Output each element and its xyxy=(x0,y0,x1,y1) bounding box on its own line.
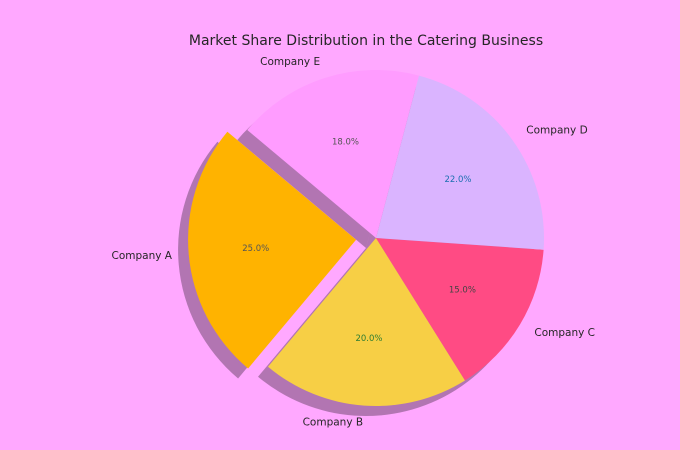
slice-company-b xyxy=(268,238,466,407)
pie-slices xyxy=(188,69,544,407)
slice-company-e xyxy=(247,69,419,238)
slice-company-c xyxy=(376,238,544,381)
slice-company-d xyxy=(376,75,544,250)
slice-labels: 25.0% Company A 20.0% Company B 15.0% Company… xyxy=(112,56,596,428)
pct-label-company-a: 25.0% xyxy=(242,244,269,254)
slice-company-a xyxy=(188,131,357,369)
slice-label-company-a: Company A xyxy=(112,250,173,262)
slice-label-company-d: Company D xyxy=(526,124,587,136)
slice-label-company-e: Company E xyxy=(260,56,320,68)
pct-label-company-d: 22.0% xyxy=(444,175,471,185)
pct-label-company-e: 18.0% xyxy=(332,137,359,147)
pct-label-company-c: 15.0% xyxy=(449,285,476,295)
slice-label-company-b: Company B xyxy=(303,416,364,428)
chart-title: Market Share Distribution in the Caterin… xyxy=(189,33,543,49)
pct-label-company-b: 20.0% xyxy=(355,334,382,344)
slice-label-company-c: Company C xyxy=(534,327,595,339)
